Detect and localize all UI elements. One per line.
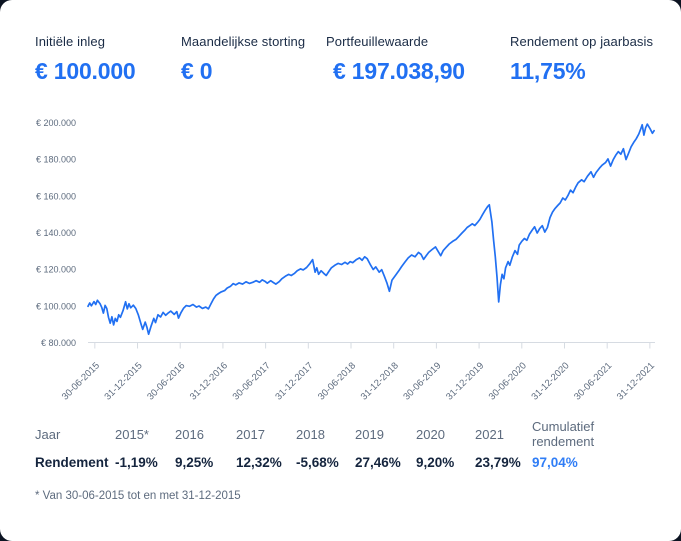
- x-axis-label: 31-12-2018: [359, 360, 401, 402]
- summary-label: Portfeuillewaarde: [326, 34, 429, 49]
- cumulative-return-value: 97,04%: [532, 454, 578, 470]
- summary-value: € 197.038,90: [333, 58, 465, 84]
- y-axis-label: € 140.000: [36, 228, 76, 238]
- summary-initial-deposit: Initiële inleg € 100.000: [35, 34, 136, 85]
- x-axis-label: 30-06-2018: [316, 360, 358, 402]
- summary-value: 11,75%: [510, 58, 586, 84]
- x-axis-label: 31-12-2021: [615, 360, 657, 402]
- year-cell: 2016: [175, 426, 204, 442]
- return-row-header: Rendement: [35, 454, 109, 470]
- year-cell: 2021: [475, 426, 504, 442]
- summary-portfolio-value: Portfeuillewaarde € 197.038,90: [326, 34, 465, 85]
- year-cell: 2018: [296, 426, 325, 442]
- summary-label: Initiële inleg: [35, 34, 106, 49]
- summary-annual-return: Rendement op jaarbasis 11,75%: [510, 34, 653, 85]
- return-cell: 9,20%: [416, 454, 455, 470]
- x-axis-label: 31-12-2017: [273, 360, 315, 402]
- x-axis-label: 30-06-2020: [487, 360, 529, 402]
- return-cell: 12,32%: [236, 454, 282, 470]
- year-cell: 2020: [416, 426, 445, 442]
- return-cell: 9,25%: [175, 454, 214, 470]
- summary-value: € 100.000: [35, 58, 136, 84]
- portfolio-value-line: [87, 123, 655, 336]
- year-cell: 2019: [355, 426, 384, 442]
- return-cell: -1,19%: [115, 454, 158, 470]
- x-axis-label: 31-12-2020: [529, 360, 571, 402]
- summary-monthly-deposit: Maandelijkse storting € 0: [181, 34, 305, 85]
- x-axis-label: 31-12-2016: [188, 360, 230, 402]
- summary-label: Maandelijkse storting: [181, 34, 306, 49]
- x-axis-label: 30-06-2016: [145, 360, 187, 402]
- return-cell: 23,79%: [475, 454, 521, 470]
- year-cell: 2017: [236, 426, 265, 442]
- cumulative-header: Cumulatief rendement: [532, 419, 595, 449]
- x-axis-label: 30-06-2015: [60, 360, 102, 402]
- y-axis-label: € 200.000: [36, 118, 76, 128]
- x-axis-label: 30-06-2017: [231, 360, 273, 402]
- y-axis-label: € 100.000: [36, 301, 76, 311]
- y-axis-label: € 80.000: [41, 338, 76, 348]
- year-cell: 2015*: [115, 426, 149, 442]
- x-axis-label: 30-06-2019: [401, 360, 443, 402]
- y-axis-label: € 120.000: [36, 265, 76, 275]
- summary-value: € 0: [181, 58, 213, 84]
- year-row-header: Jaar: [35, 426, 61, 442]
- returns-table: Jaar 2015* 2016 2017 2018 2019 2020 2021…: [35, 419, 651, 476]
- x-axis-label: 31-12-2019: [444, 360, 486, 402]
- y-axis-label: € 180.000: [36, 155, 76, 165]
- y-axis-label: € 160.000: [36, 191, 76, 201]
- return-cell: 27,46%: [355, 454, 401, 470]
- summary-label: Rendement op jaarbasis: [510, 34, 654, 49]
- return-cell: -5,68%: [296, 454, 339, 470]
- x-axis-label: 31-12-2015: [102, 360, 144, 402]
- footnote: * Van 30-06-2015 tot en met 31-12-2015: [35, 490, 241, 502]
- x-axis-label: 30-06-2021: [572, 360, 614, 402]
